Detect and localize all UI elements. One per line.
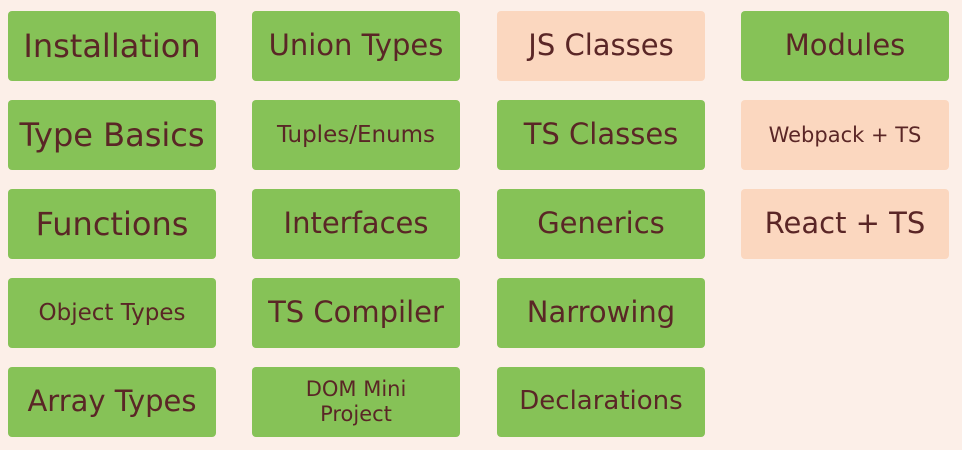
tile-narrowing[interactable]: Narrowing [497, 278, 705, 348]
tile-ts-compiler[interactable]: TS Compiler [252, 278, 460, 348]
tile-label: Functions [35, 204, 189, 243]
tile-webpack-ts[interactable]: Webpack + TS [741, 100, 949, 170]
tile-declarations[interactable]: Declarations [497, 367, 705, 437]
tile-label: Array Types [27, 384, 197, 419]
tile-label: JS Classes [528, 28, 674, 63]
tile-label-line1: DOM Mini [305, 376, 407, 401]
tile-label: Generics [537, 206, 665, 241]
tile-label: TS Compiler [268, 295, 444, 330]
tile-react-ts[interactable]: React + TS [741, 189, 949, 259]
tile-object-types[interactable]: Object Types [8, 278, 216, 348]
tile-label-line2: Project [320, 402, 392, 426]
tile-type-basics[interactable]: Type Basics [8, 100, 216, 170]
tile-label: Declarations [519, 386, 683, 417]
tile-installation[interactable]: Installation [8, 11, 216, 81]
tile-label: Type Basics [19, 115, 205, 154]
tile-ts-classes[interactable]: TS Classes [497, 100, 705, 170]
tile-label: Webpack + TS [768, 122, 922, 147]
tile-tuples-enums[interactable]: Tuples/Enums [252, 100, 460, 170]
tile-label: Narrowing [526, 295, 676, 330]
tile-label: Union Types [268, 28, 444, 63]
tile-union-types[interactable]: Union Types [252, 11, 460, 81]
tile-modules[interactable]: Modules [741, 11, 949, 81]
tile-label: React + TS [764, 206, 926, 241]
tile-dom-mini-project[interactable]: DOM Mini Project [252, 367, 460, 437]
tile-functions[interactable]: Functions [8, 189, 216, 259]
tile-label: Installation [23, 26, 201, 65]
tile-js-classes[interactable]: JS Classes [497, 11, 705, 81]
tile-interfaces[interactable]: Interfaces [252, 189, 460, 259]
tile-generics[interactable]: Generics [497, 189, 705, 259]
tile-label: Tuples/Enums [276, 121, 436, 148]
tile-label: DOM Mini Project [306, 377, 407, 427]
tile-label: Object Types [38, 299, 186, 326]
tile-array-types[interactable]: Array Types [8, 367, 216, 437]
tile-label: TS Classes [523, 117, 679, 152]
tile-label: Modules [784, 28, 906, 63]
tile-label: Interfaces [283, 206, 429, 241]
